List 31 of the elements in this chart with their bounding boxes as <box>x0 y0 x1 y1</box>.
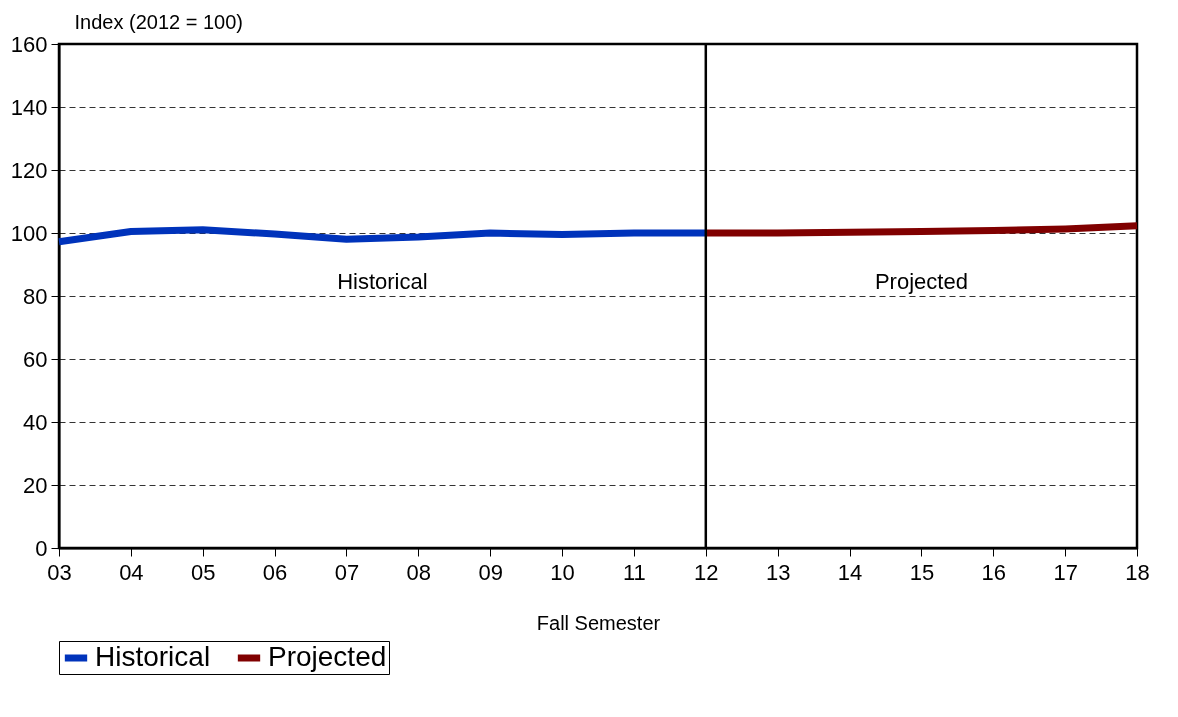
y-tick-label: 60 <box>23 346 48 372</box>
y-tick-label: 160 <box>10 31 48 57</box>
x-tick-label: 09 <box>478 559 503 585</box>
y-tick-label: 20 <box>23 472 48 498</box>
legend-label: Historical <box>95 641 211 672</box>
x-tick-label: 12 <box>694 559 719 585</box>
y-tick-label: 0 <box>35 535 48 561</box>
x-axis-title: Fall Semester <box>536 611 661 634</box>
x-tick-label: 13 <box>765 559 791 585</box>
annotation: Historical <box>337 269 428 294</box>
x-tick-label: 15 <box>909 559 935 585</box>
x-tick-label: 16 <box>981 559 1007 585</box>
annotation: Projected <box>874 269 968 294</box>
x-tick-label: 10 <box>550 559 575 585</box>
x-tick-label: 05 <box>190 559 216 585</box>
x-tick-label: 11 <box>623 559 646 585</box>
y-tick-label: 100 <box>10 220 48 246</box>
x-tick-label: 18 <box>1125 559 1150 585</box>
y-tick-label: 40 <box>23 409 48 435</box>
x-tick-label: 08 <box>406 559 432 585</box>
x-tick-label: 14 <box>837 559 863 585</box>
x-tick-label: 03 <box>47 559 72 585</box>
x-tick-label: 06 <box>262 559 288 585</box>
y-tick-label: 140 <box>10 94 48 120</box>
x-tick-label: 17 <box>1053 559 1078 585</box>
x-tick-label: 04 <box>119 559 144 585</box>
y-tick-label: 120 <box>10 157 48 183</box>
y-axis-title: Index (2012 = 100) <box>74 10 243 33</box>
x-tick-label: 07 <box>334 559 360 585</box>
y-tick-label: 80 <box>23 283 48 309</box>
legend-label: Projected <box>268 641 387 672</box>
